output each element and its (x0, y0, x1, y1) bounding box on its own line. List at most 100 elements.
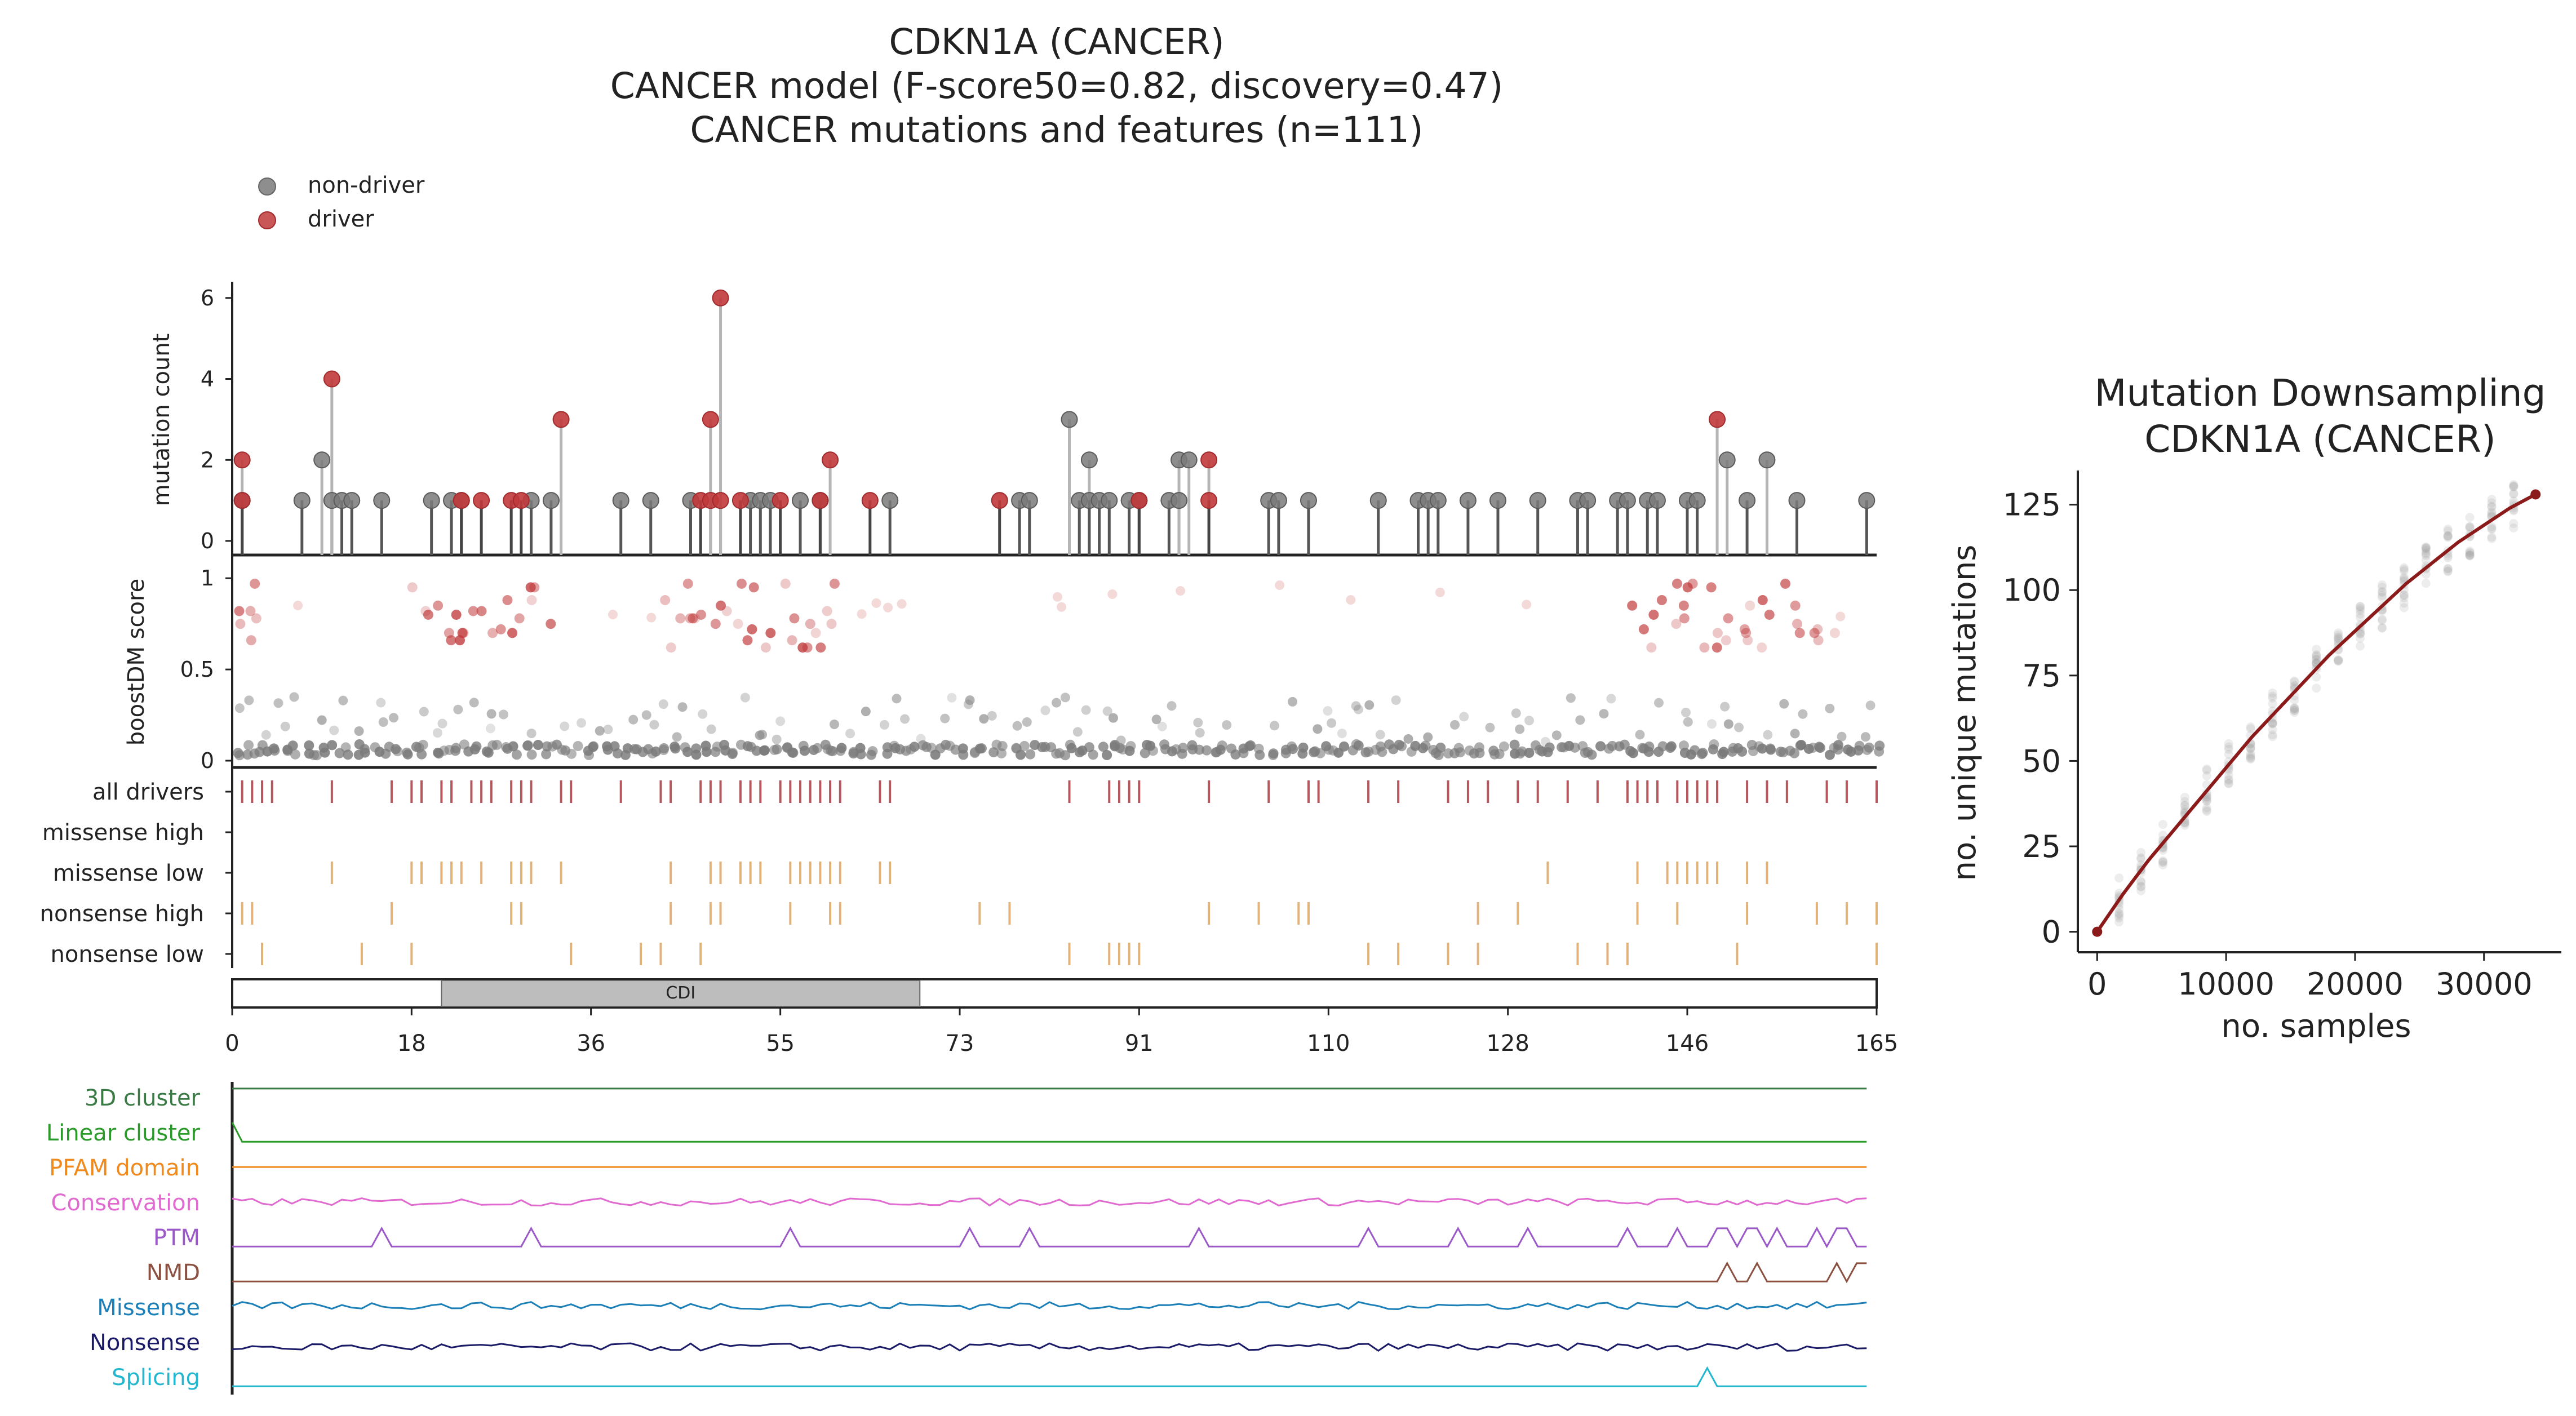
downsampling-sample (2290, 705, 2299, 715)
driver-point (1200, 451, 1218, 469)
feature-line (232, 1226, 1867, 1249)
downsampling-sample (2399, 598, 2409, 608)
boostdm-point-low (1124, 745, 1135, 756)
boostdm-point-low (566, 748, 577, 759)
boostdm-point-driver (1671, 578, 1682, 589)
boostdm-point-driver (829, 578, 840, 589)
boostdm-point-low (1238, 748, 1249, 758)
downsampling-sample (2421, 556, 2431, 565)
non-driver-point (1788, 492, 1806, 509)
boostdm-point-mid (419, 707, 429, 717)
downsampling-sample (2487, 522, 2497, 531)
boostdm-point-mid (916, 734, 926, 744)
downsampling-ytick-label: 50 (2022, 743, 2061, 779)
track-label: nonsense high (40, 901, 204, 927)
boostdm-point-low (1653, 747, 1664, 757)
boostdm-point-driver (736, 578, 747, 589)
boostdm-point-driver (1656, 595, 1667, 606)
boostdm-point-mid (1635, 730, 1645, 740)
boostdm-point-driver (1627, 600, 1638, 611)
downsampling-sample (2290, 695, 2299, 705)
boostdm-point-low (541, 749, 552, 760)
boostdm-point-mid (1515, 724, 1525, 734)
non-driver-point (1021, 492, 1038, 509)
downsampling-sample (2202, 796, 2211, 806)
driver-point (812, 492, 829, 509)
boostdm-point-mid (244, 695, 254, 705)
boostdm-point-low (438, 745, 449, 756)
downsampling-ytick-label: 75 (2022, 658, 2061, 694)
boostdm-point-low (710, 747, 721, 757)
boostdm-point-low (1544, 742, 1555, 753)
downsampling-sample (2290, 705, 2299, 715)
downsampling-sample (2312, 655, 2321, 664)
downsampling-sample (2465, 522, 2475, 531)
downsampling-end-point (2530, 489, 2541, 500)
boostdm-point-low (957, 743, 968, 754)
boostdm-point-low (526, 749, 537, 760)
downsampling-sample (2487, 507, 2497, 517)
downsampling-sample (2377, 614, 2387, 624)
boostdm-point-mid (845, 729, 855, 739)
boostdm-point-low (1054, 748, 1065, 758)
downsampling-sample (2334, 655, 2343, 664)
driver-point (473, 492, 490, 509)
driver-point (712, 289, 729, 307)
boostdm-point-mid (1040, 705, 1050, 716)
boostdm-point-low (798, 740, 809, 751)
downsampling-sample (2334, 634, 2343, 644)
boostdm-point-low (1607, 740, 1617, 751)
downsampling-sample (2290, 708, 2299, 717)
downsampling-sample (2224, 775, 2233, 785)
downsampling-sample (2443, 531, 2453, 540)
boostdm-point-driver (433, 600, 444, 611)
boostdm-point-mid (486, 709, 496, 719)
non-driver-point (423, 492, 440, 509)
boostdm-point-low (735, 739, 746, 750)
boostdm-point-driver (1809, 628, 1820, 638)
downsampling-sample (2268, 732, 2277, 742)
boostdm-point-low (827, 746, 838, 757)
driver-point (712, 492, 729, 509)
boostdm-point-low (1019, 740, 1030, 751)
non-driver-point (1579, 492, 1597, 509)
boostdm-point-mid (1375, 730, 1385, 740)
boostdm-point-low (1177, 748, 1187, 759)
downsampling-ticks: 0 10000 20000 30000 0 25 50 75 100 125 (2003, 487, 2533, 1002)
boostdm-point-driver (407, 582, 418, 593)
non-driver-point (373, 492, 391, 509)
downsampling-sample (2268, 699, 2277, 709)
boostdm-point-low (1814, 742, 1825, 752)
downsampling-sample (2202, 764, 2211, 774)
boostdm-point-mid (1351, 701, 1361, 711)
boostdm-point-driver (1812, 624, 1823, 634)
boostdm-point-low (233, 748, 243, 758)
downsampling-sample (2509, 489, 2519, 498)
downsampling-sample (2246, 724, 2255, 734)
boostdm-point-mid (498, 709, 508, 720)
domain-panel: CDI 0 18 36 55 73 91 110 128 146 165 (225, 978, 1898, 1057)
boostdm-point-mid (879, 720, 889, 730)
downsampling-sample (2443, 553, 2453, 562)
feature-line (232, 1300, 1867, 1311)
domain-label: CDI (666, 983, 695, 1003)
boostdm-point-low (320, 747, 330, 758)
boostdm-point-low (1474, 748, 1485, 758)
downsampling-sample (2509, 519, 2519, 529)
downsampling-ytick-label: 25 (2022, 829, 2061, 864)
boostdm-point-low (1215, 744, 1226, 755)
boostdm-point-low (650, 746, 661, 757)
boostdm-point-low (680, 742, 690, 753)
boostdm-point-low (1435, 742, 1446, 753)
boostdm-point-faint (1107, 589, 1118, 600)
boostdm-point-low (1066, 743, 1077, 753)
feature-label: Splicing (112, 1365, 200, 1391)
boostdm-point-mid (861, 707, 871, 717)
boostdm-point-low (1864, 742, 1874, 753)
boostdm-point-driver (1721, 635, 1731, 646)
boostdm-point-faint (871, 598, 881, 608)
boostdm-point-mid (649, 720, 659, 730)
boostdm-point-low (1015, 749, 1026, 760)
boostdm-ytick-label: 0 (201, 748, 214, 773)
boostdm-point-mid (1167, 701, 1177, 711)
